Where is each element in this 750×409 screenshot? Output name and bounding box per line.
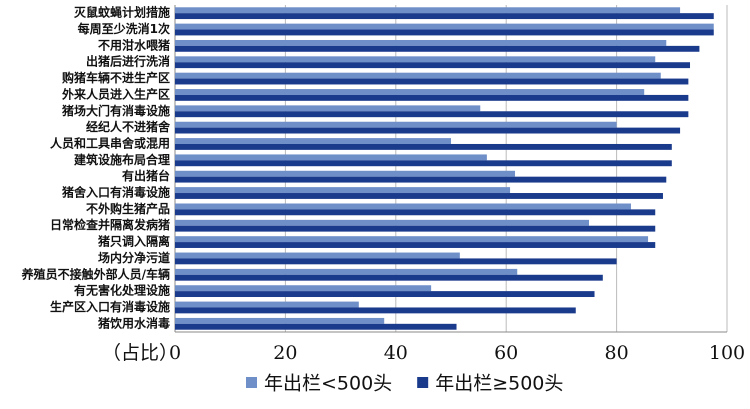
y-tick-label: 人员和工具串舍或混用 (50, 135, 170, 150)
axis-label: （占比） (102, 342, 178, 364)
y-tick-label: 经纪人不进猪舍 (86, 119, 171, 134)
bar (175, 258, 617, 265)
bar (175, 176, 667, 183)
bar (175, 219, 589, 226)
bar (175, 160, 672, 167)
y-tick-label: 猪舍入口有消毒设施 (61, 185, 170, 200)
bar (175, 236, 649, 243)
y-tick-label: 生产区入口有消毒设施 (50, 299, 170, 314)
bar (175, 225, 656, 232)
bar (175, 78, 689, 85)
bar (175, 89, 645, 95)
y-tick-label: 养殖员不接触外部人员/车辆 (21, 266, 170, 281)
bar (175, 242, 656, 248)
legend-label: 年出栏≥500头 (435, 373, 563, 395)
x-tick-label: 40 (384, 342, 408, 364)
legend-swatch (246, 377, 257, 388)
bar (175, 252, 460, 259)
bar (175, 170, 516, 177)
x-tick-label: 0 (169, 342, 181, 364)
y-tick-label: 有出猪台 (122, 168, 170, 183)
y-tick-label: 建筑设施布局合理 (73, 152, 170, 167)
y-tick-label: 猪场大门有消毒设施 (61, 103, 170, 118)
y-tick-label: 不外购生猪产品 (86, 201, 170, 216)
x-tick-label: 100 (709, 342, 745, 364)
bar (175, 143, 672, 150)
legend-swatch (417, 377, 429, 388)
y-tick-label: 灭鼠蚊蝇计划措施 (73, 5, 170, 20)
bar (175, 193, 663, 199)
bar (175, 203, 631, 210)
bar (175, 268, 518, 275)
bar (175, 94, 689, 101)
bar (175, 56, 656, 63)
bar (175, 111, 689, 118)
bar (175, 138, 451, 144)
bar (175, 105, 481, 112)
x-tick-label: 20 (273, 342, 297, 364)
bar (175, 323, 457, 330)
y-tick-label: 出猪后进行洗消 (86, 54, 170, 69)
bar (175, 39, 667, 46)
y-tick-label: 猪只调入隔离 (97, 234, 170, 249)
bar (175, 285, 432, 292)
y-tick-label: 外来人员进入生产区 (62, 86, 170, 101)
y-tick-label: 购猪车辆不进生产区 (62, 70, 170, 85)
bar (175, 23, 714, 30)
bar (175, 154, 487, 161)
y-tick-label: 有无害化处理设施 (74, 283, 170, 298)
y-tick-label: 不用泔水喂猪 (98, 37, 170, 52)
y-tick-label: 猪饮用水消毒 (97, 315, 170, 330)
bar (175, 7, 681, 14)
bar (175, 45, 700, 52)
bar (175, 13, 714, 20)
bar (175, 307, 576, 314)
y-tick-label: 每周至少洗消1次 (78, 21, 170, 36)
bar (175, 29, 714, 36)
y-tick-label: 场内分净污道 (98, 250, 170, 265)
legend-label: 年出栏<500头 (264, 373, 392, 395)
x-tick-label: 60 (494, 342, 518, 364)
bar (175, 209, 656, 216)
bar (175, 62, 691, 69)
bar (175, 317, 385, 324)
bar (175, 291, 595, 298)
bar (175, 187, 511, 194)
bar (175, 301, 359, 308)
bar (175, 121, 617, 128)
bar (175, 274, 603, 281)
x-tick-label: 80 (605, 342, 629, 364)
bar (175, 127, 681, 134)
y-tick-label: 日常检查并隔离发病猪 (50, 217, 170, 232)
bar (175, 72, 661, 79)
